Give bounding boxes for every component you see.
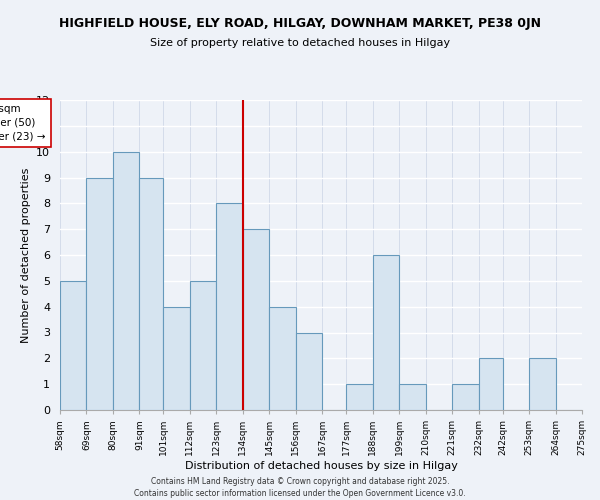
Bar	[60, 281, 86, 410]
Bar	[139, 178, 163, 410]
Bar	[113, 152, 139, 410]
Y-axis label: Number of detached properties: Number of detached properties	[20, 168, 31, 342]
Bar	[269, 306, 296, 410]
Bar	[243, 229, 269, 410]
Bar	[373, 255, 399, 410]
X-axis label: Distribution of detached houses by size in Hilgay: Distribution of detached houses by size …	[185, 461, 457, 471]
Text: HIGHFIELD HOUSE ELY ROAD: 135sqm
← 68% of detached houses are smaller (50)
32% o: HIGHFIELD HOUSE ELY ROAD: 135sqm ← 68% o…	[0, 104, 46, 142]
Bar	[452, 384, 479, 410]
Bar	[190, 281, 217, 410]
Text: Size of property relative to detached houses in Hilgay: Size of property relative to detached ho…	[150, 38, 450, 48]
Bar	[86, 178, 113, 410]
Text: Contains public sector information licensed under the Open Government Licence v3: Contains public sector information licen…	[134, 489, 466, 498]
Bar	[217, 204, 243, 410]
Text: HIGHFIELD HOUSE, ELY ROAD, HILGAY, DOWNHAM MARKET, PE38 0JN: HIGHFIELD HOUSE, ELY ROAD, HILGAY, DOWNH…	[59, 18, 541, 30]
Bar	[296, 332, 322, 410]
Text: Contains HM Land Registry data © Crown copyright and database right 2025.: Contains HM Land Registry data © Crown c…	[151, 478, 449, 486]
Bar	[163, 306, 190, 410]
Bar	[479, 358, 503, 410]
Bar	[399, 384, 425, 410]
Bar	[529, 358, 556, 410]
Bar	[346, 384, 373, 410]
